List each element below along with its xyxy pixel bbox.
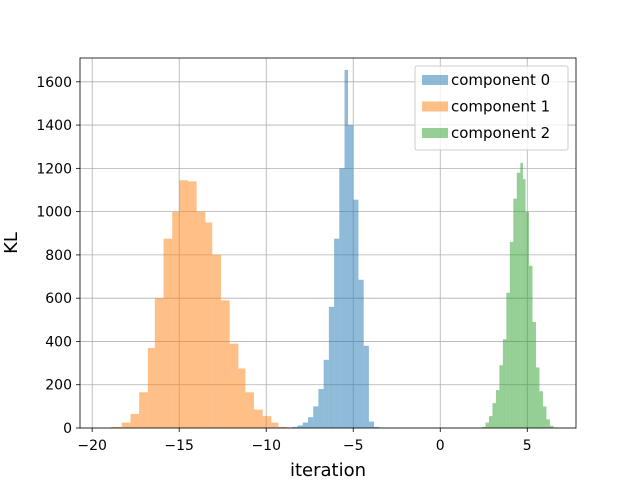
histogram-bar [532,322,535,428]
y-tick-label: 400 [45,334,72,350]
y-tick-label: 0 [63,421,72,437]
histogram-bar [148,348,155,428]
histogram-bar [329,307,334,428]
y-tick-label: 1400 [36,118,72,134]
histogram-bar [238,368,245,428]
histogram-bar [513,199,516,428]
histogram-bar [520,163,523,428]
histogram-bar [172,212,179,428]
histogram-bar [318,389,323,428]
histogram-bar [364,346,369,428]
histogram-bar [539,391,542,428]
series-2-bars [482,163,557,428]
legend-label: component 1 [451,98,550,116]
histogram-bar [303,423,308,428]
x-tick-label: −15 [164,438,194,454]
histogram-bar [313,406,318,428]
histogram-bar [139,392,148,428]
y-tick-label: 1000 [36,205,72,221]
histogram-bar [503,339,506,428]
x-tick-label: −5 [343,438,364,454]
y-tick-label: 1200 [36,161,72,177]
x-axis-label: iteration [290,460,366,480]
histogram-bar [308,417,313,428]
histogram-bar [546,419,549,428]
legend: component 0 component 1 component 2 [415,66,568,150]
histogram-bar [536,367,539,428]
y-tick-label: 1600 [36,75,72,91]
histogram-bar [155,298,164,428]
legend-label: component 2 [451,124,550,142]
histogram-bar [489,416,492,428]
x-tick-label: 5 [523,438,532,454]
y-tick-label: 600 [45,291,72,307]
y-axis-label: KL [1,232,22,254]
histogram-bar [369,422,374,428]
histogram-bar [188,181,197,428]
histogram-bar [499,365,502,428]
legend-swatch [422,102,448,112]
histogram-bar [529,266,532,428]
histogram-bar [271,423,278,428]
x-tick-label: −20 [77,438,107,454]
histogram-bar [197,212,206,428]
histogram-bar [230,344,239,428]
histogram-bar [543,406,546,428]
legend-label: component 0 [451,71,550,89]
y-tick-label: 800 [45,248,72,264]
histogram-bar [164,239,173,428]
legend-swatch [422,75,448,85]
histogram-bar [506,293,509,428]
series-0-bars [287,70,379,428]
x-tick-label: −10 [251,438,281,454]
histogram-bar [205,222,212,428]
histogram-bar [523,179,526,428]
histogram-bar [254,410,263,428]
histogram-bar [339,168,344,428]
histogram-bar [492,403,495,428]
histogram-bar [353,200,358,428]
histogram-bar [212,255,221,428]
x-tick-label: 0 [436,438,445,454]
histogram-bar [324,360,329,428]
histogram-bar [345,70,348,428]
histogram-bar [496,390,499,428]
histogram-bar [179,180,188,428]
histogram-bar [526,212,529,428]
y-tick-label: 200 [45,378,72,394]
histogram-bar [486,423,489,428]
histogram-bar [348,125,353,428]
histogram-bar [122,423,131,428]
legend-swatch [422,128,448,138]
histogram-bar [221,300,230,428]
histogram-bar [263,416,272,428]
histogram-bar [245,392,254,428]
histogram-bar [334,239,339,428]
histogram-bar [358,280,363,428]
histogram-bar [517,173,520,428]
histogram-bar [130,414,139,428]
histogram-bar [510,242,513,428]
